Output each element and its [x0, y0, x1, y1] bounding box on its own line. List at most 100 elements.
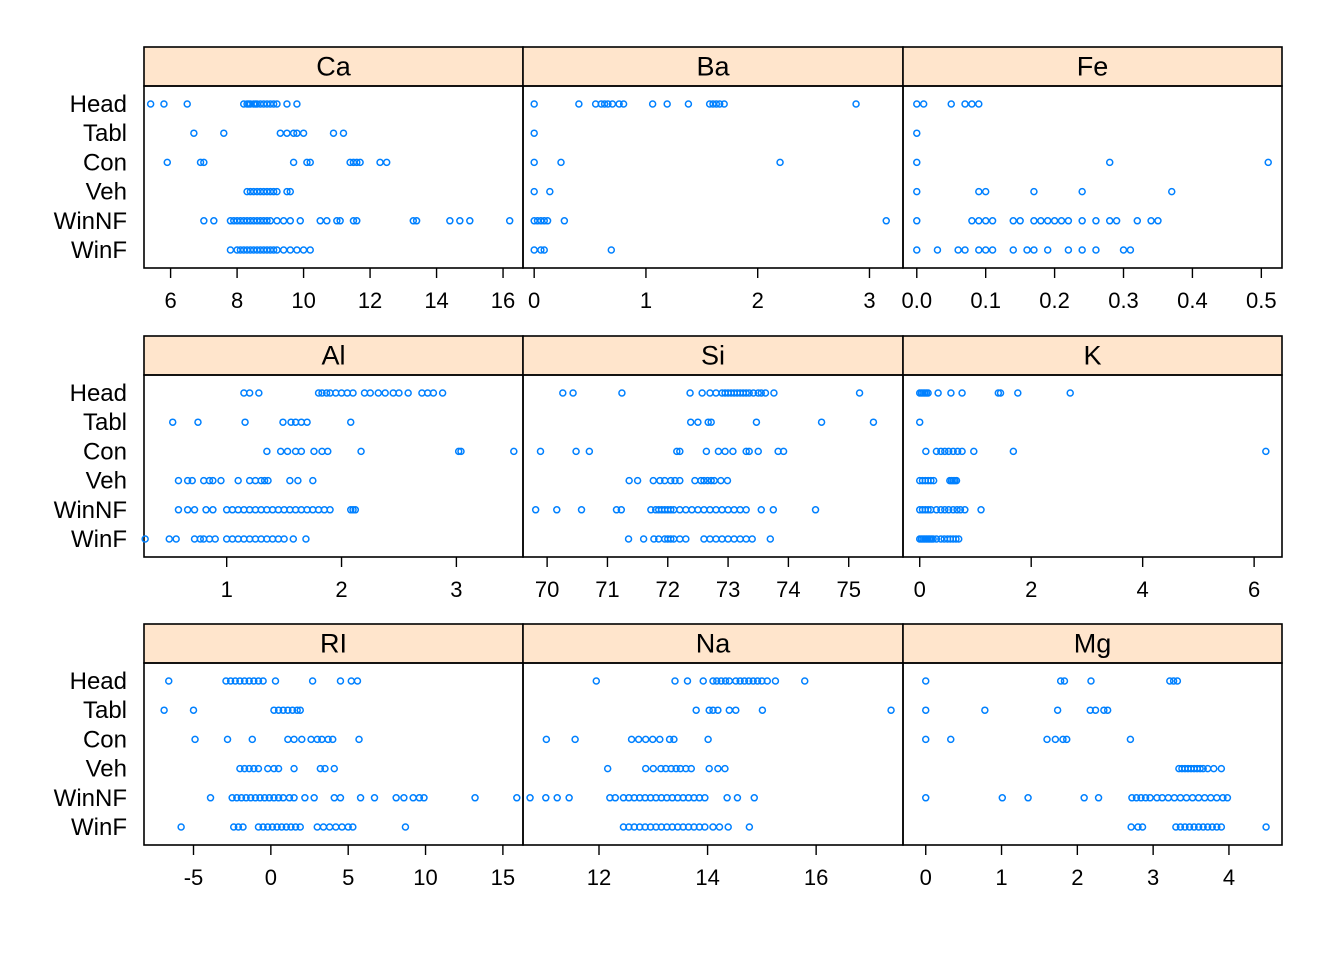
point-Ca-WinF-16	[293, 246, 301, 254]
point-Mg-WinF-3	[1172, 823, 1180, 831]
point-RI-WinF-15	[319, 823, 328, 831]
point-Ba-WinF-0	[530, 246, 538, 254]
point-Fe-WinNF-14	[1092, 217, 1100, 225]
category-label-Tabl: Tabl	[83, 120, 127, 147]
point-Na-Head-3	[699, 677, 707, 685]
point-Na-WinF-16	[709, 823, 717, 831]
panel-Fe: Fe 0.0 0.1 0.2 0.3 0.4 0.5	[901, 46, 1283, 313]
point-Si-WinNF-14	[682, 506, 690, 514]
point-Na-Con-2	[627, 735, 636, 744]
tick-label-RI-0: -5	[184, 865, 204, 890]
point-Al-Con-8	[357, 447, 365, 456]
point-Ba-WinNF-3	[540, 217, 548, 225]
point-Fe-Head-5	[975, 100, 983, 108]
point-Al-Con-5	[310, 447, 318, 456]
point-Fe-WinNF-4	[988, 217, 997, 225]
point-Si-WinNF-16	[694, 506, 702, 514]
point-Al-Veh-12	[264, 476, 272, 485]
point-Na-Veh-5	[667, 764, 675, 773]
point-Ba-WinNF-5	[560, 217, 569, 225]
point-RI-Head-10	[271, 677, 280, 685]
point-K-Veh-4	[927, 476, 935, 485]
point-Ba-Head-17	[852, 100, 860, 108]
point-Na-Con-7	[665, 735, 674, 744]
point-Na-Head-5	[713, 677, 721, 685]
tick-label-Ba-1: 1	[640, 288, 652, 313]
point-Ca-Veh-10	[283, 187, 291, 196]
point-RI-Con-11	[355, 735, 363, 744]
tick-label-Si-5: 75	[836, 577, 860, 602]
point-Na-Head-8	[725, 677, 734, 685]
tick-label-K-3: 6	[1248, 577, 1260, 602]
point-Mg-Veh-8	[1199, 764, 1207, 773]
category-label-WinNF: WinNF	[54, 785, 127, 812]
point-Ca-WinF-12	[269, 246, 278, 254]
point-Fe-Head-0	[913, 100, 921, 108]
point-Si-Veh-3	[656, 476, 664, 485]
point-Ca-Veh-8	[269, 187, 278, 196]
point-Ca-Head-1	[160, 100, 168, 108]
point-Si-WinF-6	[667, 535, 675, 543]
strip-label-Na: Na	[696, 629, 731, 659]
point-Fe-WinNF-1	[968, 217, 976, 225]
point-Mg-WinF-9	[1199, 823, 1207, 831]
point-Na-WinNF-2	[553, 794, 561, 802]
tick-label-Na-2: 16	[804, 865, 828, 890]
tick-label-Al-2: 3	[450, 577, 462, 602]
point-Al-Head-21	[438, 389, 447, 397]
point-Na-WinF-18	[724, 823, 732, 831]
point-Ca-WinNF-16	[279, 217, 288, 225]
point-Si-WinNF-22	[730, 506, 738, 514]
point-RI-Veh-9	[316, 764, 325, 773]
point-Na-Tabl-3	[714, 706, 722, 714]
point-Ca-Veh-11	[286, 187, 295, 196]
point-Si-Tabl-2	[704, 418, 712, 426]
point-Na-Con-1	[571, 735, 579, 744]
point-K-Head-11	[1014, 389, 1022, 397]
point-RI-WinNF-19	[356, 794, 365, 802]
point-Ca-Con-10	[376, 158, 384, 167]
strip-label-Ba: Ba	[696, 52, 730, 82]
point-Al-Con-4	[297, 447, 306, 456]
point-RI-WinNF-27	[513, 794, 521, 802]
point-Na-Head-11	[740, 677, 749, 685]
point-K-WinF-16	[954, 535, 963, 543]
point-Na-Head-6	[717, 677, 725, 685]
point-Si-Head-6	[712, 389, 720, 397]
point-Si-WinNF-13	[676, 506, 684, 514]
tick-label-Fe-2: 0.2	[1039, 288, 1070, 313]
point-Si-WinF-1	[639, 535, 648, 543]
tick-label-RI-4: 15	[491, 865, 515, 890]
point-Na-Head-1	[671, 677, 679, 685]
point-Na-Head-10	[736, 677, 744, 685]
point-K-WinNF-9	[949, 506, 957, 514]
panel-Na: Na 12 14 16	[522, 623, 904, 890]
point-Si-WinNF-2	[577, 506, 586, 514]
point-Ca-WinNF-28	[456, 217, 464, 225]
point-Ca-Tabl-0	[190, 129, 198, 137]
point-Ba-Head-0	[530, 100, 538, 108]
point-Mg-WinF-14	[1262, 823, 1270, 831]
point-RI-Veh-5	[264, 764, 272, 773]
point-Al-WinNF-2	[190, 506, 199, 514]
point-Si-Head-18	[754, 389, 762, 397]
point-RI-Tabl-2	[270, 706, 278, 714]
point-Mg-WinF-6	[1185, 823, 1194, 831]
point-Si-Con-0	[536, 447, 545, 456]
tick-label-RI-2: 5	[342, 865, 354, 890]
point-K-WinNF-13	[977, 506, 985, 514]
point-Al-Veh-15	[309, 476, 317, 485]
point-Fe-WinF-2	[954, 246, 962, 254]
category-label-Con: Con	[83, 726, 127, 753]
point-Fe-WinNF-3	[981, 217, 990, 225]
point-Si-WinNF-11	[667, 506, 675, 514]
point-Si-Head-1	[569, 389, 577, 397]
point-RI-Head-5	[240, 677, 249, 685]
point-Si-Tabl-3	[707, 418, 715, 426]
point-RI-Head-3	[231, 677, 240, 685]
point-Si-WinNF-24	[742, 506, 750, 514]
point-Fe-WinF-0	[913, 246, 921, 254]
tick-label-Al-1: 2	[335, 577, 347, 602]
point-Na-Con-3	[634, 735, 643, 744]
point-Si-Veh-2	[649, 476, 658, 485]
